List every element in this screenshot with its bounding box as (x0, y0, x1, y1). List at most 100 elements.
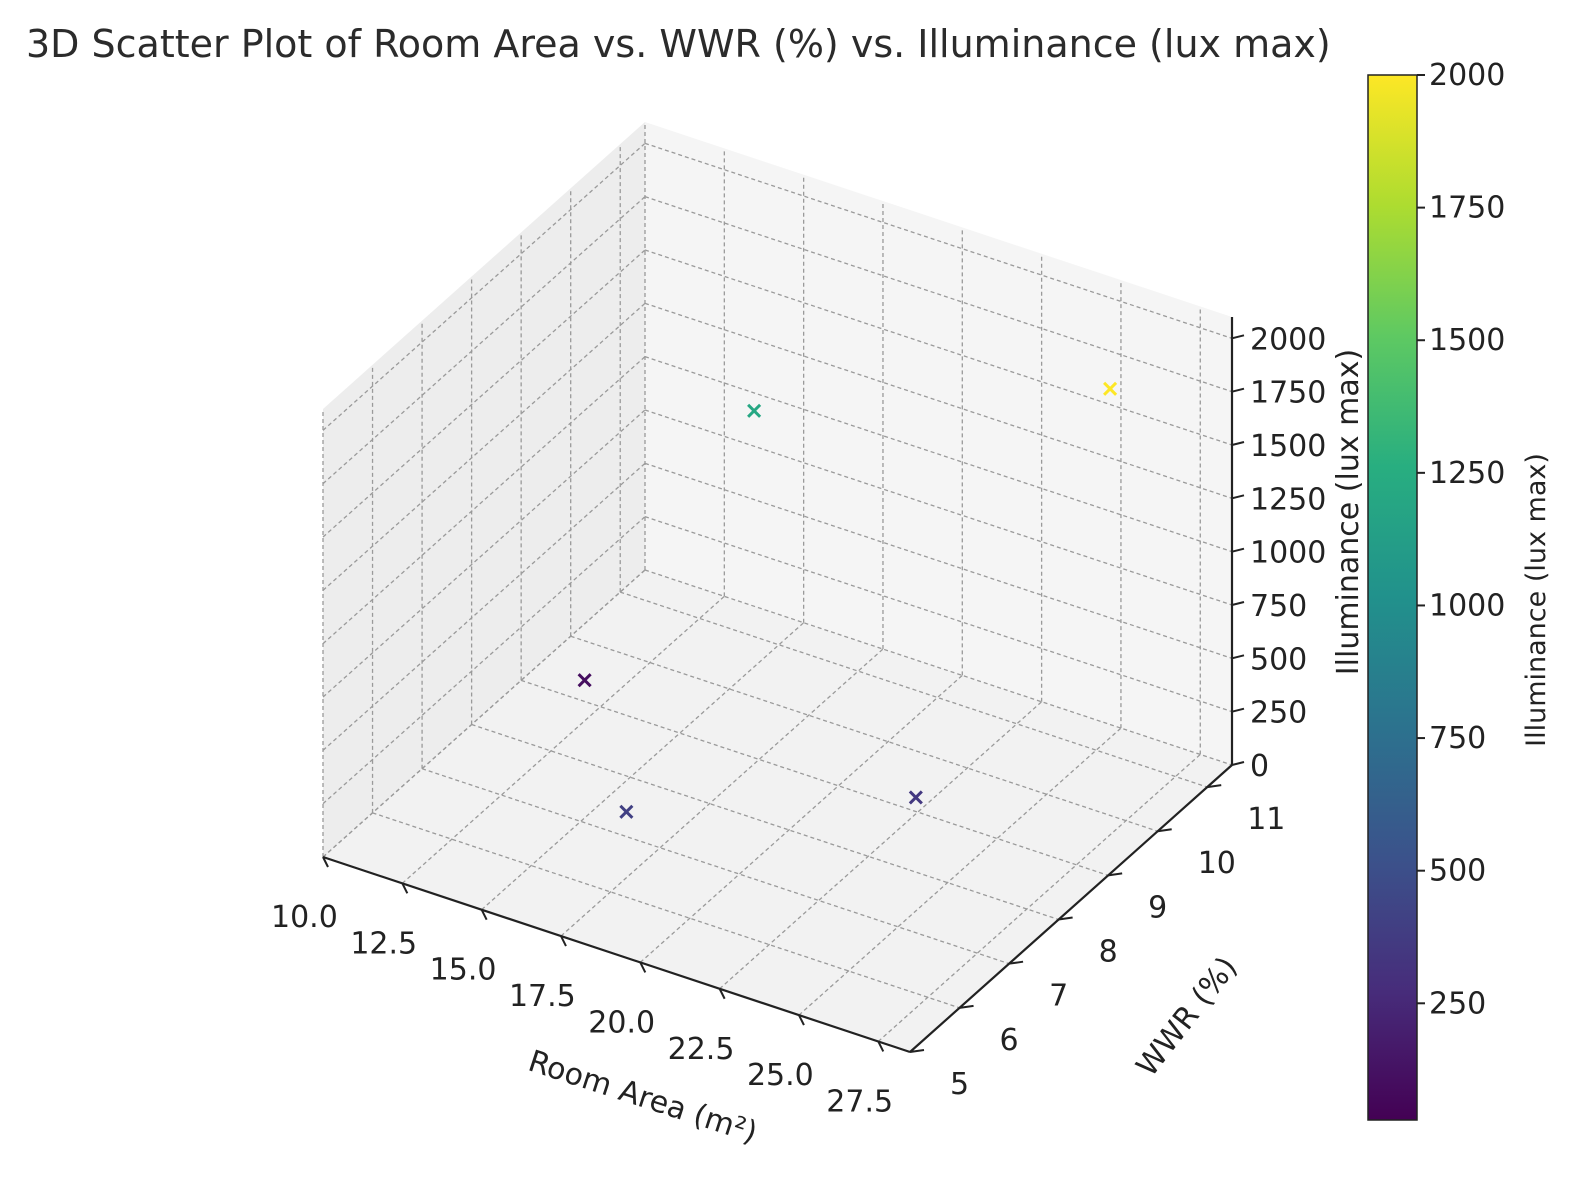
grid-line (322, 196, 646, 485)
y-tick (1058, 916, 1073, 921)
grid-line (471, 723, 1059, 921)
y-tick (1207, 784, 1222, 789)
x-tick-label: 25.0 (747, 1058, 814, 1093)
x-tick (480, 909, 488, 921)
x-tick-label: 27.5 (826, 1084, 893, 1119)
colorbar-tick-label: 1500 (1429, 323, 1505, 358)
z-tick-label: 500 (1250, 642, 1307, 677)
data-point (908, 790, 923, 805)
side-pane (323, 122, 645, 857)
colorbar-tick-label: 2000 (1429, 58, 1505, 93)
grid-line (644, 569, 1233, 766)
z-tick (1231, 761, 1245, 766)
grid-line (322, 569, 646, 858)
colorbar-tick-label: 250 (1429, 986, 1486, 1021)
back-pane (645, 122, 1232, 765)
z-tick (1231, 547, 1245, 553)
data-point-stroke (1103, 381, 1118, 396)
grid-line (719, 701, 1043, 990)
grid-line (560, 648, 884, 937)
colorbar-tick-label: 1750 (1429, 191, 1505, 226)
z-axis-label: Illuminance (lux max) (1331, 349, 1366, 675)
data-point-stroke (747, 403, 762, 418)
z-tick (1231, 494, 1245, 500)
y-tick-label: 5 (950, 1067, 969, 1102)
z-tick (1231, 654, 1245, 660)
z-tick (1231, 441, 1245, 446)
grid-line (322, 516, 646, 805)
x-tick (718, 988, 726, 1000)
grid-line (644, 249, 1233, 446)
x-tick-label: 17.5 (509, 979, 576, 1014)
y-tick (959, 1004, 974, 1009)
grid-line (322, 302, 646, 591)
y-axis-label: WWR (%) (1130, 950, 1245, 1083)
grid-line (644, 462, 1233, 659)
z-tick (1231, 387, 1245, 393)
y-tick (909, 1049, 925, 1053)
grid-line (481, 622, 805, 911)
x-axis-line (322, 855, 911, 1054)
z-tick (1231, 334, 1245, 340)
x-tick (560, 935, 567, 947)
y-axis-line (909, 764, 1233, 1053)
chart-title: 3D Scatter Plot of Room Area vs. WWR (%)… (26, 22, 1331, 66)
data-point-stroke (908, 790, 923, 805)
z-tick-label: 1500 (1250, 429, 1326, 464)
grid-line (322, 356, 646, 645)
grid-line (520, 679, 1109, 877)
grid-line (644, 302, 1233, 499)
y-tick (1108, 872, 1123, 877)
grid-line (644, 142, 1233, 339)
grid-line (644, 516, 1233, 713)
data-point (619, 804, 634, 819)
x-tick-label: 10.0 (271, 900, 338, 935)
grid-line (322, 249, 646, 538)
data-point (577, 673, 592, 688)
x-tick-label: 15.0 (430, 953, 497, 988)
grid-line (644, 196, 1233, 393)
data-point-stroke (577, 673, 592, 688)
z-tick-label: 1250 (1250, 482, 1326, 517)
z-tick (1231, 601, 1245, 606)
data-points (577, 381, 1118, 819)
x-tick (798, 1014, 805, 1026)
z-tick-label: 1000 (1250, 536, 1326, 571)
x-tick-label: 22.5 (668, 1032, 735, 1067)
y-tick (1157, 828, 1172, 833)
colorbar-gradient (1367, 74, 1418, 1121)
y-tick (1008, 960, 1024, 965)
grid-line (798, 727, 1122, 1016)
colorbar-tick-label: 500 (1429, 854, 1486, 889)
colorbar-tick-label: 750 (1429, 721, 1486, 756)
grid-lines (322, 122, 1233, 1053)
grid-line (372, 812, 960, 1009)
x-tick (401, 882, 409, 894)
colorbar-label: Illuminance (lux max) (1521, 453, 1552, 747)
z-tick-label: 250 (1250, 696, 1307, 731)
y-tick-label: 6 (1000, 1023, 1019, 1058)
grid-line (322, 142, 646, 431)
grid-line (322, 462, 646, 751)
x-tick-label: 20.0 (588, 1005, 655, 1040)
y-tick-label: 9 (1148, 890, 1167, 925)
z-tick-label: 750 (1250, 589, 1307, 624)
grid-line (421, 768, 1010, 965)
z-tick-label: 2000 (1250, 322, 1326, 357)
data-point (1103, 381, 1118, 396)
colorbar: 250 500 750 1000 1250 1500 1750 2000 Illuminance… (1367, 58, 1552, 1121)
grid-line (322, 409, 646, 698)
grid-line (570, 635, 1158, 832)
axis-panes (323, 122, 1232, 1052)
y-tick-label: 10 (1198, 846, 1236, 881)
z-tick-label: 0 (1250, 749, 1269, 784)
data-point-stroke (619, 804, 634, 819)
z-tick-label: 1750 (1250, 376, 1326, 411)
x-tick (877, 1041, 885, 1052)
grid-line (639, 674, 963, 963)
colorbar-tick-label: 1250 (1429, 456, 1505, 491)
y-tick-label: 11 (1247, 802, 1285, 837)
y-tick-label: 8 (1099, 935, 1118, 970)
